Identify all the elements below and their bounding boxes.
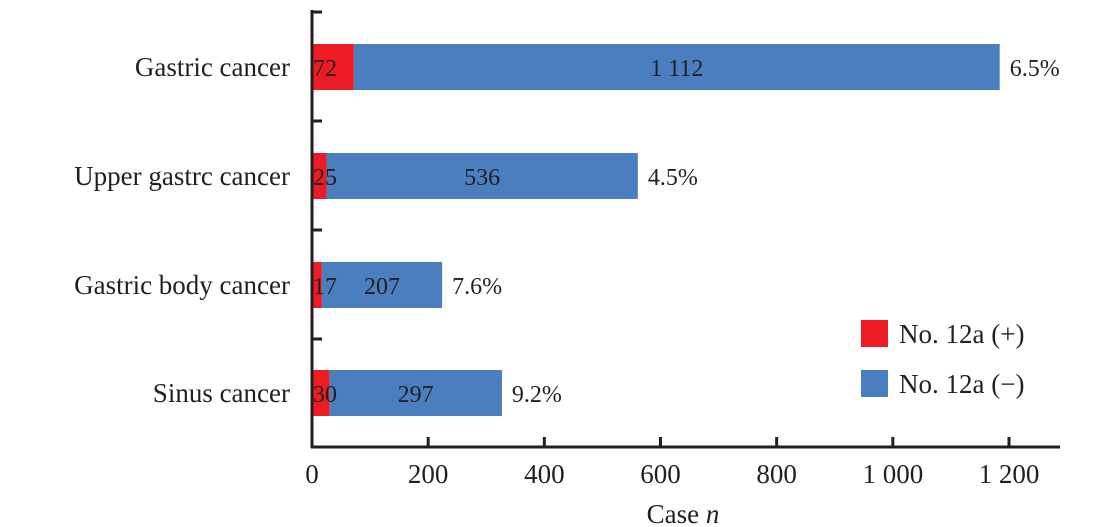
legend-swatch — [861, 320, 888, 347]
x-axis-title: Case n — [647, 499, 720, 527]
legend-swatch — [861, 370, 888, 397]
bar-value-label: 17 — [313, 274, 337, 300]
x-tick-label: 1 000 — [862, 459, 923, 489]
x-axis-title-text: Case — [647, 499, 706, 527]
category-label: Gastric cancer — [135, 52, 290, 82]
bars-layer — [312, 44, 1000, 416]
percent-label: 6.5% — [1010, 56, 1060, 82]
category-label: Gastric body cancer — [74, 270, 290, 300]
bar-value-label: 72 — [313, 56, 337, 82]
x-axis-title-italic: n — [706, 499, 720, 527]
bar-value-label: 297 — [398, 382, 434, 408]
bar-segment — [312, 44, 354, 90]
bar-value-label: 30 — [313, 382, 337, 408]
bar-value-label: 207 — [364, 274, 400, 300]
legend-label: No. 12a (−) — [899, 369, 1024, 399]
x-tick-label: 0 — [305, 459, 319, 489]
x-tick-label: 1 200 — [979, 459, 1040, 489]
legend-label: No. 12a (+) — [899, 319, 1024, 349]
bar-segment — [312, 153, 327, 199]
x-tick-label: 600 — [640, 459, 681, 489]
legend: No. 12a (+) No. 12a (−) — [861, 319, 1024, 399]
bar-segment — [312, 262, 322, 308]
bar-segment — [321, 262, 443, 308]
bar-segment — [329, 370, 502, 416]
bar-segment — [353, 44, 1000, 90]
percent-label: 7.6% — [452, 274, 502, 300]
bar-value-label: 1 112 — [650, 56, 703, 82]
axes-layer: 0 200 400 600 800 1 000 1 200 Case n — [305, 10, 1060, 527]
percent-label: 9.2% — [512, 382, 562, 408]
category-label: Sinus cancer — [153, 378, 290, 408]
percent-label: 4.5% — [648, 165, 698, 191]
x-tick-label: 800 — [756, 459, 797, 489]
bar-segment — [326, 153, 638, 199]
bar-value-label: 536 — [464, 165, 500, 191]
x-tick-label: 400 — [524, 459, 565, 489]
category-label: Upper gastrc cancer — [74, 161, 290, 191]
bar-value-label: 25 — [313, 165, 337, 191]
labels-layer: 72 1 112 6.5% Gastric cancer 25 536 4.5% Upper … — [74, 52, 1060, 408]
bar-segment — [312, 370, 330, 416]
x-tick-label: 200 — [408, 459, 449, 489]
